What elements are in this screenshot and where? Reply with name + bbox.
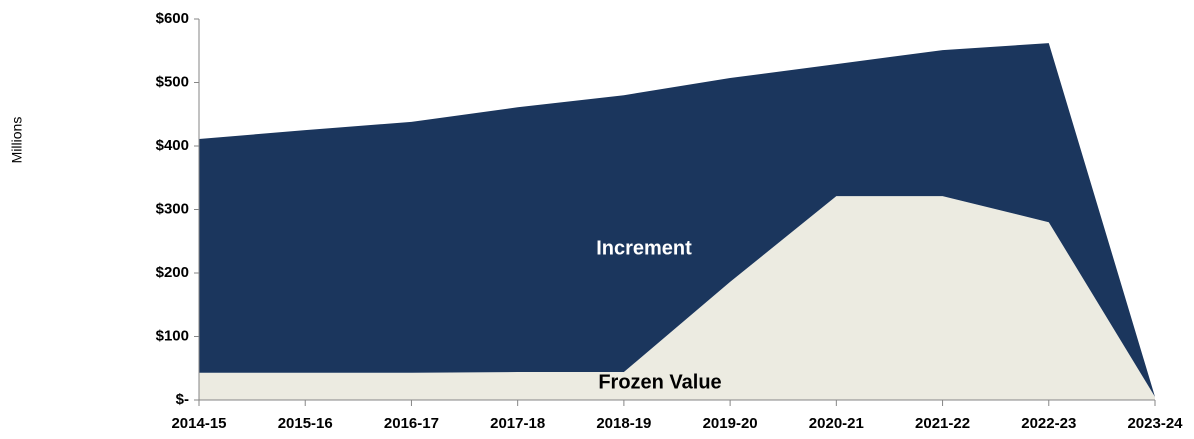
- x-tick-label: 2017-18: [490, 415, 545, 432]
- x-tick-label: 2015-16: [278, 415, 333, 432]
- y-tick-label: $200: [156, 264, 189, 281]
- series-label: Frozen Value: [598, 371, 721, 393]
- y-tick-label: $600: [156, 10, 189, 27]
- x-tick-label: 2018-19: [596, 415, 651, 432]
- x-tick-label: 2023-24: [1127, 415, 1183, 432]
- y-tick-label: $100: [156, 327, 189, 344]
- y-tick-label: $300: [156, 200, 189, 217]
- x-tick-label: 2016-17: [384, 415, 439, 432]
- x-tick-label: 2019-20: [703, 415, 758, 432]
- x-tick-label: 2022-23: [1021, 415, 1076, 432]
- x-tick-label: 2014-15: [171, 415, 226, 432]
- area: [199, 43, 1155, 397]
- y-axis-label: Millions: [9, 117, 25, 164]
- y-tick-label: $400: [156, 137, 189, 154]
- x-tick-label: 2020-21: [809, 415, 864, 432]
- x-tick-label: 2021-22: [915, 415, 970, 432]
- y-tick-label: $500: [156, 73, 189, 90]
- series-label: Increment: [596, 237, 692, 259]
- area: [199, 196, 1155, 400]
- y-tick-label: $-: [176, 391, 189, 408]
